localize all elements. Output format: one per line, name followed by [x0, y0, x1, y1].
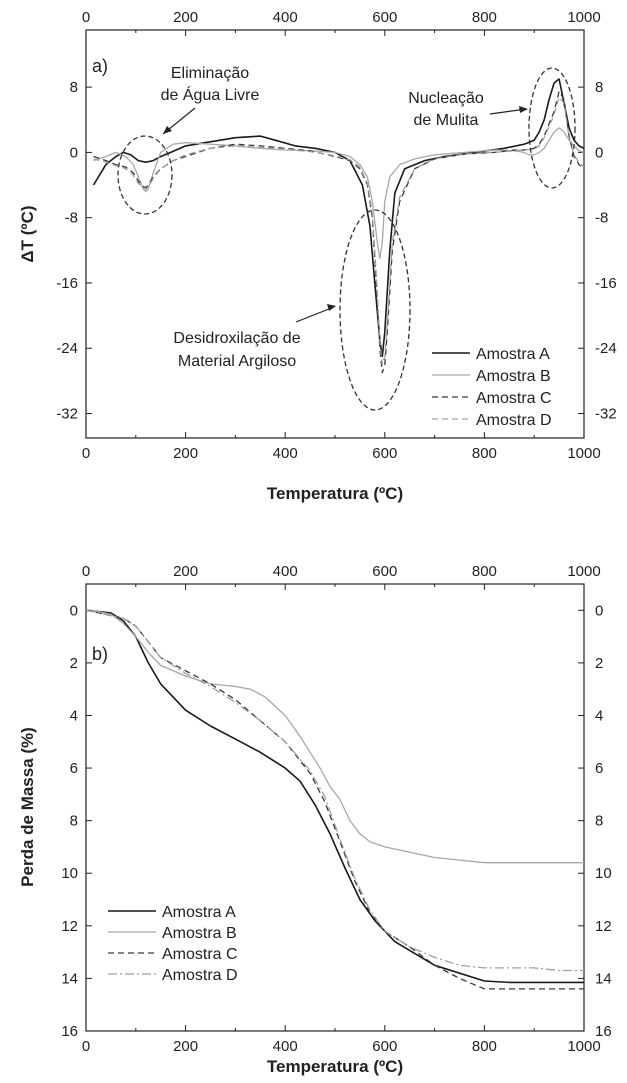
tga-x-tick-label-top: 600 [372, 563, 397, 580]
annotation-mulita-line2: de Mulita [414, 112, 479, 129]
tga-x-tick-label-top: 800 [472, 563, 497, 580]
dta-legend-label: Amostra C [476, 390, 552, 407]
dta-legend-label: Amostra B [476, 368, 551, 385]
arrowhead-mulita [519, 106, 528, 113]
dta-y-tick-label-right: -16 [595, 275, 617, 292]
tga-y-tick-label-right: 8 [595, 813, 603, 830]
ellipse-desidroxilacao [339, 209, 411, 411]
tga-x-tick-label-top: 1000 [567, 563, 600, 580]
tga-y-tick-label-left: 10 [61, 865, 78, 882]
dta-y-tick-label-right: 0 [595, 144, 603, 161]
dta-y-tick-label-left: -32 [56, 406, 78, 423]
dta-x-tick-label-bottom: 600 [372, 445, 397, 462]
tga-x-axis-title: Temperatura (ºC) [267, 1057, 403, 1076]
tga-y-tick-label-right: 16 [595, 1023, 612, 1040]
tga-legend-label: Amostra B [162, 925, 237, 942]
dta-x-axis-title: Temperatura (ºC) [267, 484, 403, 503]
tga-y-tick-label-right: 6 [595, 760, 603, 777]
dta-x-tick-label-top: 0 [82, 9, 90, 26]
dta-y-tick-label-left: -24 [56, 340, 78, 357]
dta-y-tick-label-left: 0 [70, 144, 78, 161]
annotation-agua-livre-line1: Eliminação [171, 65, 249, 82]
tga-y-tick-label-right: 10 [595, 865, 612, 882]
dta-x-tick-label-top: 200 [173, 9, 198, 26]
annotation-desidroxilacao-line1: Desidroxilação de [173, 330, 300, 347]
tga-y-tick-label-left: 16 [61, 1023, 78, 1040]
tga-y-tick-label-left: 14 [61, 970, 78, 987]
tga-legend-label: Amostra D [162, 967, 238, 984]
dta-legend-label: Amostra A [476, 346, 550, 363]
dta-legend: Amostra A Amostra B Amostra C Amostra D [432, 346, 552, 429]
annotation-agua-livre-line2: de Água Livre [161, 85, 260, 104]
tga-y-tick-label-left: 2 [70, 655, 78, 672]
tga-x-tick-label-bottom: 600 [372, 1038, 397, 1055]
tga-x-tick-label-bottom: 1000 [567, 1038, 600, 1055]
ellipse-agua-livre [117, 135, 173, 215]
dta-x-tick-label-top: 400 [273, 9, 298, 26]
tga-y-tick-label-left: 0 [70, 602, 78, 619]
dta-legend-label: Amostra D [476, 412, 552, 429]
dta-x-tick-label-bottom: 800 [472, 445, 497, 462]
tga-y-axis-title: Perda de Massa (%) [18, 727, 37, 887]
tga-legend-label: Amostra A [162, 904, 236, 921]
tga-series-lines [85, 609, 584, 990]
arrow-desidroxilacao [295, 306, 335, 323]
tga-panel-label: b) [92, 644, 108, 664]
tga-y-tick-label-right: 12 [595, 918, 612, 935]
dta-series-amostra-c [93, 90, 585, 374]
tga-y-tick-label-left: 4 [70, 707, 78, 724]
tga-x-tick-label-top: 200 [173, 563, 198, 580]
tga-x-tick-label-bottom: 800 [472, 1038, 497, 1055]
tga-x-tick-label-bottom: 400 [273, 1038, 298, 1055]
dta-y-axis-title: ΔT (ºC) [18, 205, 37, 262]
dta-panel-label: a) [92, 56, 108, 76]
tga-x-tick-label-top: 0 [82, 563, 90, 580]
tga-series-amostra-b [85, 609, 584, 864]
dta-y-tick-label-right: -24 [595, 340, 617, 357]
dta-y-tick-label-left: 8 [70, 79, 78, 96]
tga-legend: Amostra A Amostra B Amostra C Amostra D [108, 904, 238, 984]
dta-series-amostra-a [92, 78, 585, 358]
annotation-mulita-line1: Nucleação [408, 90, 484, 107]
tga-panel: 0 0 200 200 400 400 600 600 800 800 1000 1000 0 0 2 2 4 4… [18, 563, 612, 1076]
dta-y-tick-label-left: -8 [65, 210, 78, 227]
tga-y-tick-label-right: 0 [595, 602, 603, 619]
dta-x-tick-label-top: 600 [372, 9, 397, 26]
dta-x-tick-label-top: 800 [472, 9, 497, 26]
dta-series-lines [92, 78, 585, 374]
annotation-desidroxilacao-line2: Material Argiloso [178, 353, 296, 370]
dta-series-amostra-d [93, 96, 585, 366]
tga-series-amostra-d [85, 609, 584, 972]
dta-x-tick-label-bottom: 200 [173, 445, 198, 462]
tga-x-tick-label-top: 400 [273, 563, 298, 580]
dta-x-tick-label-bottom: 0 [82, 445, 90, 462]
tga-y-tick-label-right: 2 [595, 655, 603, 672]
ellipse-mulita [528, 67, 576, 189]
arrowhead-agua-livre [163, 126, 172, 134]
tga-legend-label: Amostra C [162, 946, 238, 963]
tga-y-tick-label-right: 4 [595, 707, 603, 724]
dta-x-tick-label-bottom: 1000 [567, 445, 600, 462]
dta-y-tick-label-right: 8 [595, 79, 603, 96]
tga-x-tick-label-bottom: 0 [82, 1038, 90, 1055]
tga-plot-frame [85, 583, 585, 1032]
dta-y-tick-label-left: -16 [56, 275, 78, 292]
dta-y-tick-label-right: -8 [595, 210, 608, 227]
arrowhead-desidroxilacao [327, 304, 336, 311]
tga-y-tick-label-left: 8 [70, 813, 78, 830]
tga-y-tick-label-right: 14 [595, 970, 612, 987]
dta-x-tick-label-top: 1000 [567, 9, 600, 26]
tga-x-tick-label-bottom: 200 [173, 1038, 198, 1055]
tga-y-tick-label-left: 12 [61, 918, 78, 935]
dta-x-tick-label-bottom: 400 [273, 445, 298, 462]
tga-series-amostra-c [85, 609, 584, 990]
dta-series-amostra-b [93, 127, 585, 260]
dta-y-tick-label-right: -32 [595, 406, 617, 423]
tga-axis-ticks: 0 0 200 200 400 400 600 600 800 800 1000 1000 0 0 2 2 4 4… [61, 563, 611, 1055]
tga-y-tick-label-left: 6 [70, 760, 78, 777]
